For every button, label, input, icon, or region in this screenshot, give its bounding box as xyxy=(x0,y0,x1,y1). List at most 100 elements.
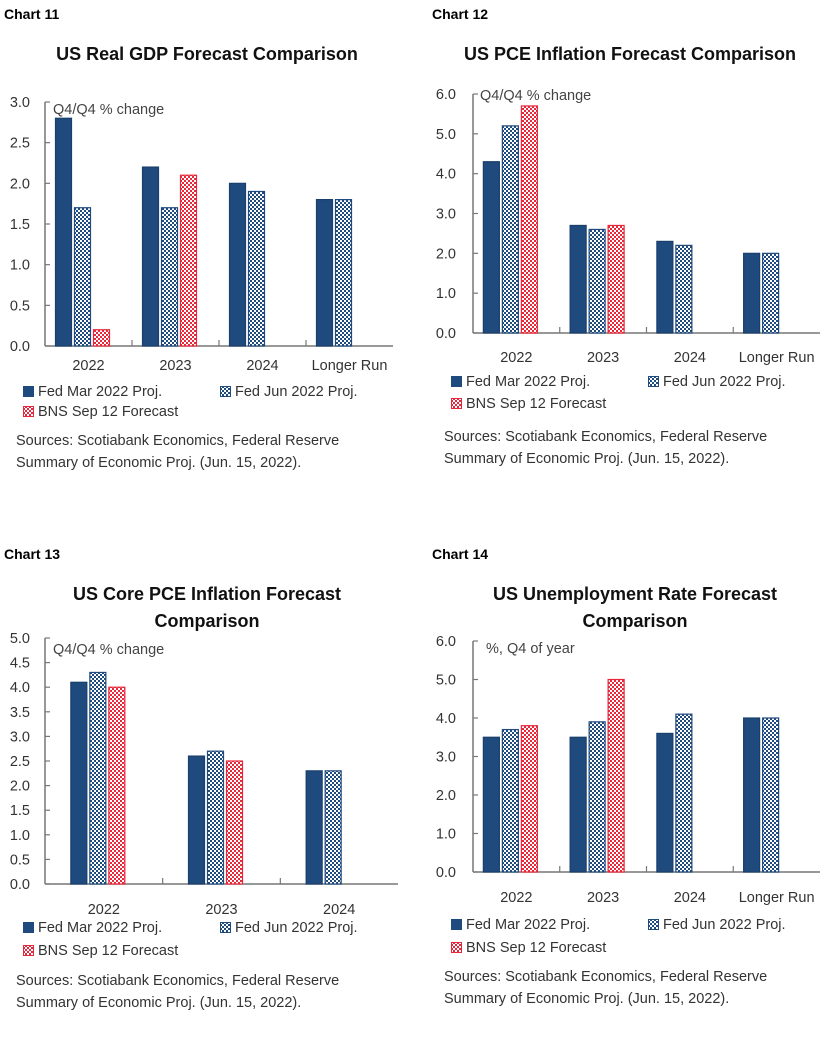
x-category-label: Longer Run xyxy=(312,358,388,374)
y-tick-label: 5.0 xyxy=(436,127,456,143)
chart-source-note: Sources: Scotiabank Economics, Federal R… xyxy=(444,426,767,470)
chart-source-note: Sources: Scotiabank Economics, Federal R… xyxy=(444,966,767,1010)
y-tick-label: 0.5 xyxy=(10,298,30,314)
legend-item-fed-mar: Fed Mar 2022 Proj. xyxy=(451,374,590,390)
legend-label: Fed Jun 2022 Proj. xyxy=(235,384,358,400)
chart-14-panel: Chart 14 US Unemployment Rate Forecast C… xyxy=(414,540,828,1051)
bar-bns xyxy=(607,678,625,873)
y-tick-label: 2.5 xyxy=(10,754,30,770)
bar-fed-jun xyxy=(675,713,693,873)
source-line: Summary of Economic Proj. (Jun. 15, 2022… xyxy=(16,455,302,471)
bar-fed-mar xyxy=(187,755,206,885)
legend-label: BNS Sep 12 Forecast xyxy=(38,943,179,959)
legend-swatch-solid-icon xyxy=(451,919,462,930)
bar-fed-jun xyxy=(588,228,606,334)
y-tick-label: 0.0 xyxy=(436,326,456,342)
x-category-label: 2022 xyxy=(88,902,120,918)
chart-title: US Unemployment Rate Forecast Comparison xyxy=(428,581,828,635)
y-tick-label: 1.0 xyxy=(10,258,30,274)
legend-item-bns: BNS Sep 12 Forecast xyxy=(23,943,178,959)
y-tick-label: 0.0 xyxy=(10,877,30,893)
legend-item-bns: BNS Sep 12 Forecast xyxy=(451,940,606,956)
bar-fed-jun xyxy=(324,770,342,885)
bar-fed-jun xyxy=(247,190,266,347)
legend-swatch-solid-icon xyxy=(451,376,462,387)
y-tick-label: 3.5 xyxy=(10,705,30,721)
legend-swatch-checker-blue-icon xyxy=(220,922,231,933)
bar-fed-mar xyxy=(228,182,247,347)
bar-fed-mar xyxy=(54,117,73,347)
y-tick-label: 0.0 xyxy=(436,865,456,881)
source-line: Sources: Scotiabank Economics, Federal R… xyxy=(16,433,340,449)
legend-label: Fed Mar 2022 Proj. xyxy=(466,917,591,933)
x-category-label: 2024 xyxy=(674,890,706,906)
y-tick-label: 2.0 xyxy=(10,779,30,795)
unit-label: %, Q4 of year xyxy=(486,641,575,657)
legend-label: Fed Mar 2022 Proj. xyxy=(38,384,163,400)
bar-fed-mar xyxy=(743,252,761,334)
legend-label: Fed Mar 2022 Proj. xyxy=(38,920,163,936)
chart-12-panel: Chart 12 US PCE Inflation Forecast Compa… xyxy=(414,0,828,511)
bar-chart-plot: 0.0 1.0 2.0 3.0 4.0 5.0 6.0 Q4/Q4 % change 2022 2… xyxy=(436,87,820,366)
bar-bns xyxy=(520,725,538,873)
y-tick-label: 2.0 xyxy=(436,246,456,262)
bar-fed-jun xyxy=(501,125,519,334)
source-line: Sources: Scotiabank Economics, Federal R… xyxy=(444,969,768,985)
y-tick-label: 3.0 xyxy=(436,207,456,223)
legend-label: Fed Mar 2022 Proj. xyxy=(466,374,591,390)
bar-bns xyxy=(607,224,625,334)
legend-item-fed-jun: Fed Jun 2022 Proj. xyxy=(648,374,786,390)
legend-swatch-checker-red-icon xyxy=(23,406,34,417)
x-category-label: Longer Run xyxy=(739,350,815,366)
x-category-label: 2023 xyxy=(205,902,237,918)
source-line: Summary of Economic Proj. (Jun. 15, 2022… xyxy=(444,451,730,467)
bar-bns xyxy=(225,760,244,885)
bar-fed-mar xyxy=(569,736,587,873)
x-category-label: 2022 xyxy=(72,358,104,374)
chart-source-note: Sources: Scotiabank Economics, Federal R… xyxy=(16,430,339,474)
x-category-label: 2024 xyxy=(674,350,706,366)
legend-item-fed-mar: Fed Mar 2022 Proj. xyxy=(23,920,162,936)
chart-title-line: US Core PCE Inflation Forecast xyxy=(72,584,342,604)
y-tick-label: 1.0 xyxy=(436,827,456,843)
bar-fed-jun xyxy=(206,750,225,885)
bar-fed-jun xyxy=(334,199,353,347)
y-tick-label: 6.0 xyxy=(436,87,456,103)
legend-item-fed-mar: Fed Mar 2022 Proj. xyxy=(23,384,162,400)
bar-bns xyxy=(179,174,198,347)
legend-label: BNS Sep 12 Forecast xyxy=(38,404,179,420)
legend-label: BNS Sep 12 Forecast xyxy=(466,940,607,956)
bar-bns xyxy=(520,105,538,334)
legend-label: Fed Jun 2022 Proj. xyxy=(235,920,358,936)
y-tick-label: 4.0 xyxy=(436,167,456,183)
y-tick-label: 6.0 xyxy=(436,634,456,650)
unit-label: Q4/Q4 % change xyxy=(53,102,164,118)
bar-fed-mar xyxy=(569,224,587,334)
y-tick-label: 4.0 xyxy=(436,711,456,727)
y-tick-label: 1.5 xyxy=(10,217,30,233)
bar-fed-jun xyxy=(588,721,606,873)
bar-fed-jun xyxy=(501,728,519,873)
chart-title: US Real GDP Forecast Comparison xyxy=(56,44,358,64)
y-tick-label: 3.0 xyxy=(10,95,30,111)
x-category-label: 2023 xyxy=(587,350,619,366)
y-tick-label: 4.5 xyxy=(10,656,30,672)
legend-swatch-solid-icon xyxy=(23,922,34,933)
chart-title-line: US Unemployment Rate Forecast xyxy=(492,584,778,604)
x-category-label: 2023 xyxy=(159,358,191,374)
y-tick-label: 1.0 xyxy=(10,828,30,844)
bar-fed-mar xyxy=(482,161,500,334)
legend-item-fed-jun: Fed Jun 2022 Proj. xyxy=(220,920,358,936)
legend-swatch-checker-red-icon xyxy=(23,945,34,956)
bar-fed-jun xyxy=(762,252,780,334)
bar-fed-jun xyxy=(73,207,92,347)
chart-number-label: Chart 12 xyxy=(432,6,489,22)
x-category-label: Longer Run xyxy=(739,890,815,906)
bar-fed-mar xyxy=(656,732,674,873)
source-line: Summary of Economic Proj. (Jun. 15, 2022… xyxy=(16,995,302,1011)
source-line: Sources: Scotiabank Economics, Federal R… xyxy=(16,973,340,989)
y-tick-label: 5.0 xyxy=(10,631,30,647)
y-tick-label: 0.5 xyxy=(10,852,30,868)
bar-fed-jun xyxy=(160,207,179,347)
y-tick-label: 1.0 xyxy=(436,286,456,302)
